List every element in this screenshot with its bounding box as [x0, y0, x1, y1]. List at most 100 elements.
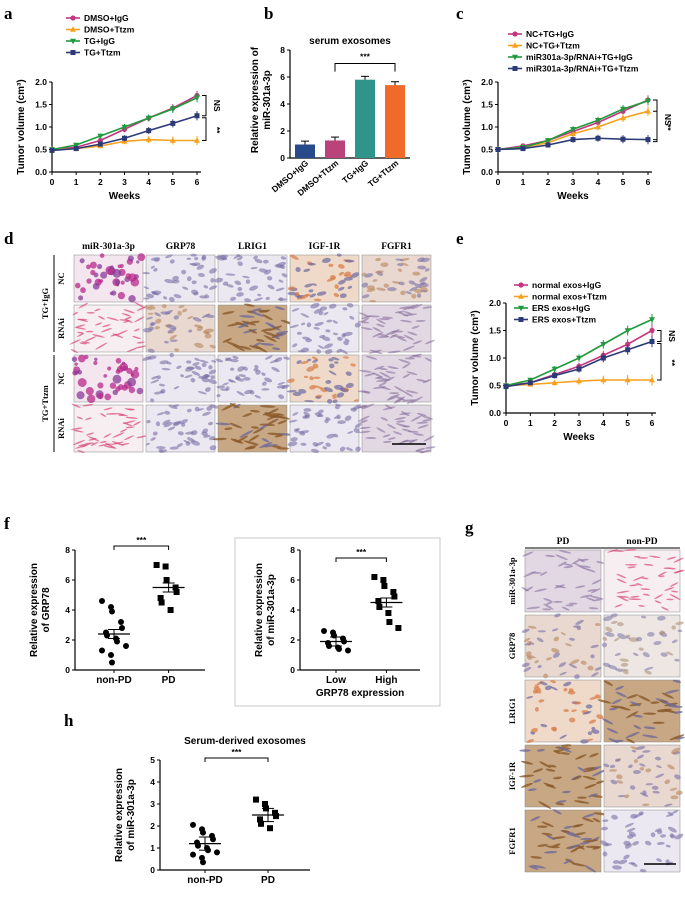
data-point [545, 142, 551, 148]
data-point [624, 376, 631, 383]
data-point [595, 123, 601, 130]
panel-h-label: h [64, 711, 74, 730]
y-tick-label: 1.0 [35, 122, 47, 132]
data-point [385, 610, 392, 616]
y-tick-label: 4 [65, 605, 70, 615]
column-header: LRIG1 [238, 242, 267, 252]
data-point [118, 619, 124, 625]
column-header: FGFR1 [381, 242, 412, 252]
bar [355, 79, 375, 158]
data-point [649, 339, 655, 344]
data-point [326, 643, 332, 649]
data-point [253, 796, 259, 803]
bracket-ns [653, 99, 658, 141]
y-tick-label: 2.0 [35, 77, 47, 87]
annotation-sig: ** [663, 124, 673, 131]
bracket-sig [653, 110, 658, 143]
ihc-image [287, 403, 362, 454]
data-point [195, 842, 201, 849]
data-point [380, 577, 387, 583]
data-point [391, 593, 398, 600]
y-axis-label: Tumor volume (cm³) [462, 79, 473, 174]
category-label: TG+Ttzm [366, 158, 401, 189]
y-axis-label-1: Relative expression [114, 768, 125, 862]
column-header: non-PD [626, 537, 657, 547]
ihc-image [286, 354, 360, 404]
data-point [576, 355, 582, 362]
data-point [321, 628, 327, 634]
bar [385, 85, 405, 158]
data-point [190, 821, 196, 828]
data-point [122, 135, 127, 141]
y-tick-label: 3 [150, 799, 155, 809]
row-label: GRP78 [507, 633, 517, 659]
legend-marker [512, 31, 518, 37]
y-tick-label: 1 [150, 843, 155, 853]
bar [295, 144, 315, 158]
data-point [495, 147, 501, 152]
x-axis-label: Weeks [557, 191, 589, 202]
row-label: LRIG1 [507, 698, 517, 724]
x-tick-label: 5 [625, 418, 630, 428]
y-tick-label: 1.5 [489, 326, 501, 336]
legend-marker [518, 282, 524, 288]
legend-label: NC+TG+Ttzm [526, 41, 580, 51]
x-tick-label: 3 [577, 418, 582, 428]
legend-label: ERS exos+Ttzm [532, 315, 596, 325]
legend-marker [518, 293, 524, 299]
y-axis-label-2: of miR-301a-3p [266, 574, 277, 646]
y-tick-label: 1.5 [35, 100, 47, 110]
data-point [167, 607, 174, 613]
data-point [645, 137, 651, 143]
annotation-sig: ** [212, 127, 222, 134]
data-point [210, 836, 216, 843]
panel-g-label: g [465, 518, 474, 537]
sig-annotation: *** [360, 52, 371, 62]
annotation-ns: NS [663, 114, 673, 126]
data-point [169, 137, 176, 143]
ihc-image [289, 302, 361, 355]
legend-label: NC+TG+IgG [526, 29, 575, 39]
row-label: RNAi [56, 317, 66, 338]
x-tick-label: 3 [122, 177, 127, 187]
x-tick-label: 1 [528, 418, 533, 428]
bracket-ns [657, 330, 662, 342]
x-tick-label: 0 [50, 177, 55, 187]
ihc-image [603, 549, 685, 613]
ihc-image [600, 809, 684, 873]
ihc-image [361, 254, 432, 303]
ihc-image [145, 404, 219, 453]
y-tick-label: 5 [150, 755, 155, 765]
column-header: PD [557, 537, 570, 547]
data-point [97, 133, 104, 140]
x-tick-label: 6 [646, 177, 651, 187]
y-tick-label: 0.0 [481, 167, 493, 177]
data-point [386, 619, 393, 625]
y-tick-label: 8 [290, 545, 295, 555]
y-tick-label: 0 [150, 865, 155, 875]
y-tick-label: 6 [290, 575, 295, 585]
chart-e: 0.0 0.5 1.0 1.5 2.0 0 1 2 3 4 5 6 Weeks Tumor volume … [470, 280, 677, 443]
ihc-image [601, 613, 684, 678]
data-point [375, 598, 382, 604]
ihc-image [357, 303, 435, 355]
sig-bracket [113, 545, 170, 550]
data-point [576, 377, 582, 384]
panel-h: h 0 1 2 3 4 5 non-PD PD Relative expression of mi… [60, 711, 360, 899]
data-point [527, 380, 533, 386]
legend-marker [70, 38, 76, 45]
category-label: PD [162, 675, 176, 686]
data-point [190, 851, 196, 858]
ihc-image [69, 301, 147, 353]
ihc-image [215, 354, 291, 403]
data-point [97, 141, 103, 147]
legend-marker [518, 305, 524, 312]
legend-marker [70, 50, 76, 55]
ihc-image [142, 352, 217, 403]
chart-title: serum exosomes [309, 36, 391, 47]
y-tick-label: 2.0 [481, 77, 493, 87]
data-point [649, 327, 655, 334]
data-point [109, 608, 115, 615]
x-axis-label: Weeks [563, 432, 595, 443]
y-tick-label: 4 [290, 605, 295, 615]
